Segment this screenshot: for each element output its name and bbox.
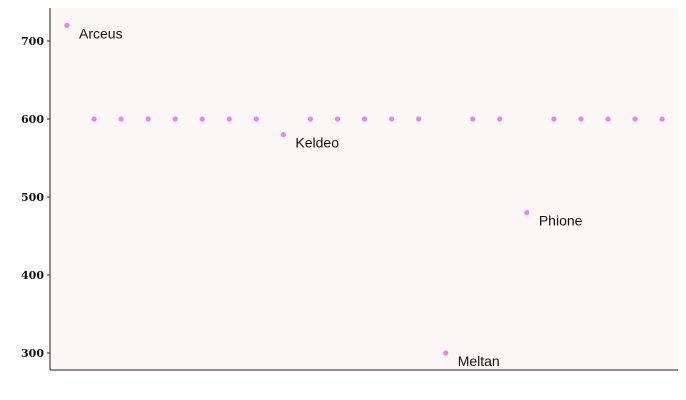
data-point — [632, 116, 638, 122]
data-point — [334, 116, 341, 122]
data-point — [91, 116, 97, 122]
data-point — [361, 116, 368, 122]
y-tick-label: 400 — [21, 269, 44, 282]
data-point — [280, 132, 286, 138]
data-point — [199, 116, 205, 122]
data-points — [64, 22, 665, 356]
data-point — [172, 116, 178, 122]
y-tick-label: 300 — [21, 347, 44, 360]
data-point — [145, 116, 151, 122]
data-point — [605, 116, 611, 122]
data-point — [64, 22, 70, 28]
data-point — [659, 116, 665, 122]
point-labels: Arceus Keldeo Meltan Phione — [79, 25, 583, 369]
data-point — [578, 116, 584, 122]
plot-area — [50, 8, 678, 370]
point-label-keldeo: Keldeo — [295, 135, 339, 151]
y-tick-label: 700 — [21, 35, 44, 48]
point-label-meltan: Meltan — [458, 353, 500, 369]
data-point — [524, 210, 530, 216]
point-label-phione: Phione — [539, 213, 583, 229]
data-point — [389, 116, 395, 122]
point-label-arceus: Arceus — [79, 25, 123, 41]
data-point — [253, 116, 259, 122]
data-point — [443, 350, 449, 356]
y-tick-label: 600 — [21, 113, 44, 126]
y-axis-ticks: 700 600 500 400 300 — [21, 35, 50, 360]
data-point — [551, 116, 557, 122]
data-point — [470, 116, 476, 122]
data-point — [307, 116, 314, 122]
data-point — [226, 116, 232, 122]
data-point — [497, 116, 503, 122]
data-point — [416, 116, 422, 122]
y-tick-label: 500 — [21, 191, 44, 204]
data-point — [118, 116, 124, 122]
